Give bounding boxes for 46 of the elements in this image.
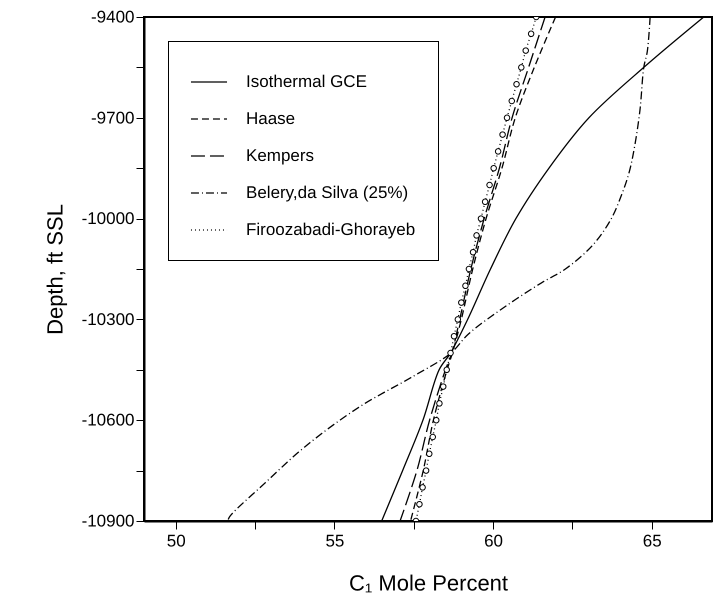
point <box>482 198 488 206</box>
point <box>528 30 534 38</box>
y-tick-label: -10300 <box>82 310 134 329</box>
x-tick-label: 50 <box>166 532 186 550</box>
point <box>458 299 465 306</box>
point <box>470 248 476 256</box>
point <box>494 148 502 155</box>
point <box>440 383 446 390</box>
point <box>499 131 506 138</box>
point <box>513 80 520 88</box>
y-axis-title: Depth, ft SSL <box>42 204 68 335</box>
x-tick-label: 65 <box>642 532 662 550</box>
legend-label: Isothermal GCE <box>246 72 367 91</box>
point <box>436 400 443 407</box>
legend-label: Kempers <box>246 146 314 165</box>
y-tick-label: -9400 <box>91 8 134 26</box>
x-axis-title: C₁ Mole Percent <box>348 570 508 596</box>
x-tick-label: 55 <box>325 532 344 550</box>
point <box>422 467 430 474</box>
y-tick-label: -9700 <box>91 108 134 128</box>
point <box>454 316 462 323</box>
point <box>508 98 516 104</box>
point <box>518 64 525 71</box>
point <box>462 282 469 290</box>
y-tick-label: -10600 <box>82 410 134 430</box>
x-tick-label: 60 <box>484 532 504 550</box>
point <box>486 182 493 188</box>
point <box>504 114 510 122</box>
point <box>430 434 436 440</box>
point <box>490 164 497 172</box>
y-tick-label: -10000 <box>82 209 134 228</box>
point <box>473 232 480 239</box>
point <box>443 366 450 374</box>
point <box>522 47 529 54</box>
point <box>447 350 454 356</box>
point <box>426 450 433 458</box>
legend-label: Firoozabadi-Ghorayeb <box>246 220 416 239</box>
point <box>478 215 484 222</box>
y-tick-label: -10900 <box>82 512 134 530</box>
point <box>416 500 423 508</box>
legend-label: Haase <box>246 109 296 128</box>
point <box>450 332 458 340</box>
point <box>466 266 472 272</box>
point <box>419 484 426 491</box>
legend-label: Belery,da Silva (25%) <box>246 183 408 202</box>
point <box>433 416 440 424</box>
